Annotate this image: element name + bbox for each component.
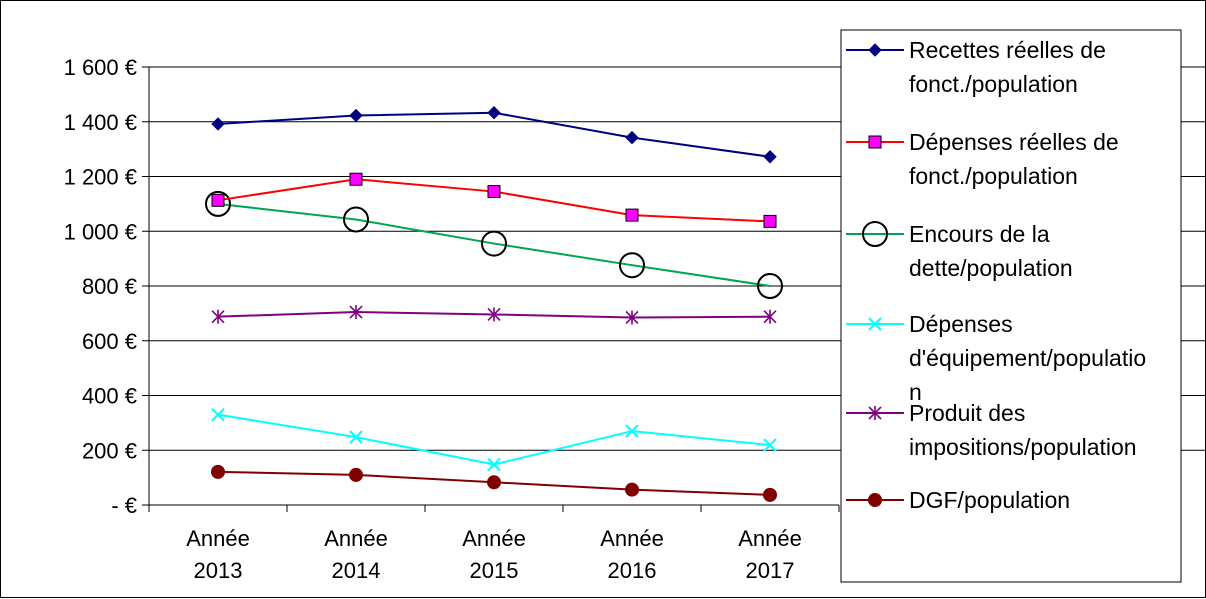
series-1 bbox=[211, 172, 777, 228]
data-point bbox=[487, 475, 501, 490]
data-point bbox=[625, 310, 639, 325]
y-tick-label: 1 600 € bbox=[64, 55, 137, 80]
y-tick-label: 1 200 € bbox=[64, 165, 137, 190]
y-tick-label: 600 € bbox=[82, 329, 137, 354]
legend-label: Dépenses réelles de fonct./population bbox=[909, 129, 1119, 189]
data-point bbox=[763, 150, 777, 164]
marker-stroke bbox=[487, 457, 501, 472]
x-tick-label: Année 2016 bbox=[600, 526, 664, 583]
marker-stroke bbox=[868, 317, 882, 331]
legend-entry-0: Recettes réelles de fonct./population bbox=[846, 37, 1106, 97]
data-point bbox=[211, 407, 225, 422]
legend-marker bbox=[868, 493, 882, 507]
data-point bbox=[211, 309, 225, 324]
data-point bbox=[349, 172, 363, 186]
y-tick-label: 400 € bbox=[82, 384, 137, 409]
legend-label: DGF/population bbox=[909, 487, 1070, 513]
data-point bbox=[205, 190, 231, 217]
legend-box bbox=[840, 29, 1182, 583]
data-point bbox=[481, 230, 507, 257]
y-tick-label: 200 € bbox=[82, 438, 137, 463]
series-2 bbox=[205, 190, 783, 299]
legend-marker bbox=[868, 406, 882, 420]
data-point bbox=[349, 430, 363, 444]
data-point bbox=[211, 464, 225, 479]
data-point bbox=[349, 108, 363, 123]
data-point bbox=[487, 106, 501, 120]
data-point bbox=[763, 487, 777, 502]
marker-stroke bbox=[349, 430, 363, 444]
legend-marker bbox=[868, 43, 882, 57]
legend-entry-2: Encours de la dette/population bbox=[846, 221, 1073, 281]
data-point bbox=[487, 185, 501, 199]
data-point bbox=[757, 273, 783, 299]
series-3 bbox=[211, 407, 777, 472]
legend-entry-1: Dépenses réelles de fonct./population bbox=[846, 129, 1119, 189]
series-4 bbox=[211, 305, 777, 325]
legend-label: Recettes réelles de fonct./population bbox=[909, 37, 1106, 97]
data-point bbox=[349, 467, 363, 482]
series-line-3 bbox=[217, 413, 771, 466]
y-tick-label: 1 400 € bbox=[64, 110, 137, 135]
y-tick-label: 1 000 € bbox=[64, 219, 137, 244]
series-line-2 bbox=[217, 202, 771, 287]
legend-entry-4: Produit des impositions/population bbox=[846, 400, 1137, 460]
x-tick-label: Année 2013 bbox=[186, 526, 250, 583]
legend-marker bbox=[862, 221, 888, 247]
y-tick-label: 800 € bbox=[82, 274, 137, 299]
data-point bbox=[625, 130, 639, 145]
data-point bbox=[349, 305, 363, 320]
legend-marker bbox=[868, 135, 882, 149]
x-tick-label: Année 2017 bbox=[738, 526, 802, 583]
y-tick-label: - € bbox=[111, 493, 137, 518]
legend-label: Dépenses d'équipement/populatio n bbox=[909, 311, 1146, 405]
legend-label: Produit des impositions/population bbox=[909, 400, 1137, 460]
marker-stroke bbox=[625, 424, 639, 438]
marker-stroke bbox=[211, 407, 225, 422]
legend-entry-5: DGF/population bbox=[846, 487, 1070, 513]
data-point bbox=[625, 424, 639, 438]
x-tick-label: Année 2014 bbox=[324, 526, 388, 583]
legend-label: Encours de la dette/population bbox=[909, 221, 1073, 281]
data-point bbox=[763, 309, 777, 324]
data-point bbox=[211, 117, 225, 131]
legend-marker bbox=[868, 317, 882, 331]
data-point bbox=[487, 307, 501, 322]
data-point bbox=[343, 206, 369, 233]
data-point bbox=[487, 457, 501, 472]
data-point bbox=[211, 193, 225, 207]
legend-entry-3: Dépenses d'équipement/populatio n bbox=[846, 311, 1146, 405]
series-0 bbox=[211, 106, 777, 164]
data-point bbox=[763, 438, 777, 452]
data-point bbox=[763, 214, 777, 228]
data-point bbox=[625, 208, 639, 222]
data-point bbox=[619, 252, 645, 279]
data-point bbox=[625, 482, 639, 497]
x-tick-label: Année 2015 bbox=[462, 526, 526, 583]
marker-stroke bbox=[763, 438, 777, 452]
series-5 bbox=[211, 464, 777, 502]
